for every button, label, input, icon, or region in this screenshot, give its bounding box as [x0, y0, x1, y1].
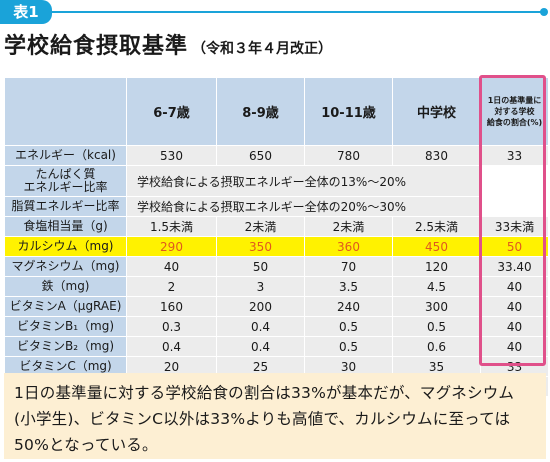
page-title: 学校給食摂取基準 （令和３年４月改正） — [4, 28, 332, 60]
value-cell: 2.5未満 — [392, 216, 481, 237]
value-cell: 2未満 — [304, 216, 393, 237]
value-cell: 530 — [126, 145, 217, 166]
value-cell: 1.5未満 — [126, 216, 217, 237]
value-cell: 40 — [126, 256, 217, 277]
table-row-magnesium: マグネシウム（mg) 40 50 70 120 33.40 — [4, 256, 549, 277]
value-cell: 20 — [126, 356, 217, 377]
value-cell: 200 — [216, 296, 305, 317]
value-cell: 0.6 — [392, 336, 481, 357]
table-row-vitamin-b2: ビタミンB₂（mg) 0.4 0.4 0.5 0.6 40 — [4, 336, 549, 357]
value-cell: 650 — [216, 145, 305, 166]
ratio-cell: 50 — [480, 236, 549, 257]
ratio-cell: 40 — [480, 276, 549, 297]
title-subtitle: （令和３年４月改正） — [192, 41, 333, 57]
value-cell: 70 — [304, 256, 393, 277]
span-cell: 学校給食による摂取エネルギー全体の13%～20% — [126, 165, 481, 197]
value-cell: 120 — [392, 256, 481, 277]
row-label: マグネシウム（mg) — [4, 256, 127, 277]
title-text: 学校給食摂取基準 — [4, 34, 189, 59]
table-row-protein-ratio: たんぱく質 エネルギー比率 学校給食による摂取エネルギー全体の13%～20% — [4, 165, 549, 197]
row-label: エネルギー（kcal) — [4, 145, 127, 166]
value-cell: 2 — [126, 276, 217, 297]
row-label: ビタミンC（mg) — [4, 356, 127, 377]
row-label: 脂質エネルギー比率 — [4, 196, 127, 217]
table-row-salt: 食塩相当量（g) 1.5未満 2未満 2未満 2.5未満 33未満 — [4, 216, 549, 237]
ratio-cell — [480, 196, 549, 217]
value-cell: 3 — [216, 276, 305, 297]
table-row-iron: 鉄（mg) 2 3 3.5 4.5 40 — [4, 276, 549, 297]
value-cell: 4.5 — [392, 276, 481, 297]
ratio-cell: 33未満 — [480, 216, 549, 237]
explanatory-note: 1日の基準量に対する学校給食の割合は33%が基本だが、マグネシウム(小学生)、ビ… — [4, 373, 546, 459]
ratio-cell: 33.40 — [480, 256, 549, 277]
table-header-row: 6-7歳 8-9歳 10-11歳 中学校 1日の基準量に 対する学校 給食の割合(%… — [4, 77, 549, 146]
table-row-fat-ratio: 脂質エネルギー比率 学校給食による摂取エネルギー全体の20%～30% — [4, 196, 549, 217]
header-corner — [4, 77, 127, 146]
ratio-cell: 33 — [480, 356, 549, 377]
ratio-cell: 40 — [480, 316, 549, 337]
row-label: ビタミンB₁（mg) — [4, 316, 127, 337]
header-junior-high: 中学校 — [392, 77, 481, 146]
row-label: 食塩相当量（g) — [4, 216, 127, 237]
header-rule-dot — [540, 8, 548, 16]
value-cell: 160 — [126, 296, 217, 317]
value-cell: 780 — [304, 145, 393, 166]
value-cell: 350 — [216, 236, 305, 257]
header-age-10-11: 10-11歳 — [304, 77, 393, 146]
value-cell: 50 — [216, 256, 305, 277]
header-ratio: 1日の基準量に 対する学校 給食の割合(%) — [480, 77, 549, 146]
value-cell: 360 — [304, 236, 393, 257]
row-label: ビタミンA（μgRAE) — [4, 296, 127, 317]
value-cell: 25 — [216, 356, 305, 377]
ratio-cell — [480, 165, 549, 197]
span-cell: 学校給食による摂取エネルギー全体の20%～30% — [126, 196, 481, 217]
row-label: ビタミンB₂（mg) — [4, 336, 127, 357]
value-cell: 0.5 — [304, 316, 393, 337]
header-rule — [52, 11, 542, 13]
value-cell: 830 — [392, 145, 481, 166]
ratio-cell: 40 — [480, 296, 549, 317]
table-row-calcium: カルシウム（mg) 290 350 360 450 50 — [4, 236, 549, 257]
table-row-vitamin-c: ビタミンC（mg) 20 25 30 35 33 — [4, 356, 549, 377]
intake-standards-table: 6-7歳 8-9歳 10-11歳 中学校 1日の基準量に 対する学校 給食の割合(%… — [4, 77, 549, 397]
value-cell: 0.4 — [216, 336, 305, 357]
value-cell: 240 — [304, 296, 393, 317]
value-cell: 0.3 — [126, 316, 217, 337]
value-cell: 0.4 — [126, 336, 217, 357]
value-cell: 290 — [126, 236, 217, 257]
ratio-cell: 33 — [480, 145, 549, 166]
value-cell: 2未満 — [216, 216, 305, 237]
header-age-6-7: 6-7歳 — [126, 77, 217, 146]
row-label: 鉄（mg) — [4, 276, 127, 297]
value-cell: 0.5 — [304, 336, 393, 357]
value-cell: 300 — [392, 296, 481, 317]
table-number-tag: 表1 — [0, 0, 52, 24]
table-row-vitamin-b1: ビタミンB₁（mg) 0.3 0.4 0.5 0.5 40 — [4, 316, 549, 337]
table-row-vitamin-a: ビタミンA（μgRAE) 160 200 240 300 40 — [4, 296, 549, 317]
table-row-energy: エネルギー（kcal) 530 650 780 830 33 — [4, 145, 549, 166]
value-cell: 3.5 — [304, 276, 393, 297]
value-cell: 450 — [392, 236, 481, 257]
value-cell: 0.4 — [216, 316, 305, 337]
ratio-cell: 40 — [480, 336, 549, 357]
value-cell: 0.5 — [392, 316, 481, 337]
value-cell: 35 — [392, 356, 481, 377]
row-label: カルシウム（mg) — [4, 236, 127, 257]
row-label: たんぱく質 エネルギー比率 — [4, 165, 127, 197]
header-age-8-9: 8-9歳 — [216, 77, 305, 146]
